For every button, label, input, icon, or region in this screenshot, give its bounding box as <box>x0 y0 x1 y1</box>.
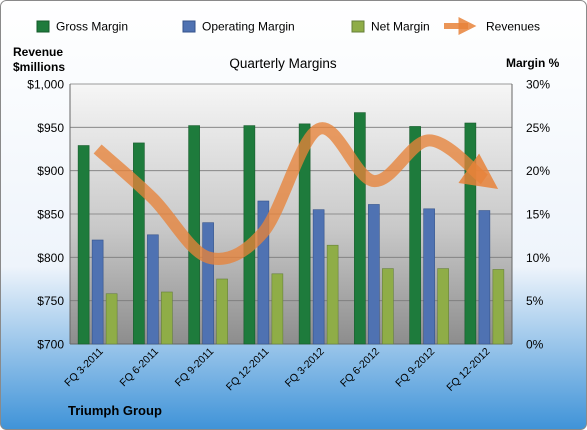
left-axis-ticks: $700 $750 $800 $850 $900 $950 $1,000 <box>27 78 64 352</box>
bar-gross-margin-fq-6-2012 <box>354 112 366 345</box>
bar-operating-margin-fq-12-2011 <box>257 200 270 345</box>
right-tick-label: 30% <box>526 78 550 92</box>
bar-gross-margin-fq-12-2012 <box>464 122 477 345</box>
legend-swatch-operating-margin <box>182 20 196 33</box>
left-tick-label: $1,000 <box>27 78 64 92</box>
bar-operating-margin-fq-3-2011 <box>91 239 104 345</box>
company-label: Triumph Group <box>68 403 162 418</box>
right-tick-label: 25% <box>526 121 550 135</box>
right-tick-label: 5% <box>526 294 544 308</box>
bar-net-margin-fq-12-2011 <box>271 273 284 345</box>
left-tick-label: $900 <box>37 164 64 178</box>
legend-label-operating-margin: Operating Margin <box>202 20 295 34</box>
legend-swatch-net-margin <box>351 20 365 33</box>
bar-gross-margin-fq-3-2011 <box>77 145 90 345</box>
left-axis-title-line2: $millions <box>13 60 65 74</box>
right-tick-label: 20% <box>526 164 550 178</box>
bar-gross-margin-fq-3-2012 <box>298 123 311 345</box>
bar-operating-margin-fq-9-2011 <box>202 222 214 345</box>
bar-net-margin-fq-12-2012 <box>492 269 505 345</box>
left-axis-title-line1: Revenue <box>13 45 63 59</box>
right-axis-ticks: 0% 5% 10% 15% 20% 25% 30% <box>526 78 550 352</box>
left-tick-label: $850 <box>37 208 64 222</box>
right-tick-label: 15% <box>526 208 550 222</box>
bar-operating-margin-fq-6-2011 <box>147 234 159 345</box>
bar-net-margin-fq-9-2011 <box>216 278 228 345</box>
right-tick-label: 10% <box>526 251 550 265</box>
revenue-series <box>93 122 499 265</box>
bar-gross-margin-fq-9-2012 <box>409 126 421 345</box>
left-tick-label: $800 <box>37 251 64 265</box>
left-tick-label: $750 <box>37 294 64 308</box>
bar-operating-margin-fq-6-2012 <box>368 204 380 345</box>
legend-swatch-gross-margin <box>36 20 50 33</box>
bar-net-margin-fq-9-2012 <box>437 268 449 345</box>
bar-net-margin-fq-6-2011 <box>161 291 173 345</box>
bar-gross-margin-fq-6-2011 <box>133 142 145 345</box>
legend: Gross Margin Operating Margin Net Margin… <box>36 17 540 35</box>
right-tick-label: 0% <box>526 338 544 352</box>
bar-operating-margin-fq-12-2012 <box>478 210 491 345</box>
chart-title: Quarterly Margins <box>229 56 337 71</box>
bar-series <box>77 112 505 345</box>
bar-net-margin-fq-3-2012 <box>326 244 339 345</box>
bar-operating-margin-fq-3-2012 <box>312 209 325 345</box>
revenue-line <box>93 122 499 265</box>
bar-net-margin-fq-3-2011 <box>105 293 118 345</box>
right-axis-title: Margin % <box>506 56 560 70</box>
legend-label-net-margin: Net Margin <box>371 20 430 34</box>
bar-operating-margin-fq-9-2012 <box>423 208 435 345</box>
bar-net-margin-fq-6-2012 <box>382 268 394 345</box>
left-tick-label: $950 <box>37 121 64 135</box>
left-tick-label: $700 <box>37 338 64 352</box>
legend-label-revenues: Revenues <box>486 20 540 34</box>
bar-gross-margin-fq-9-2011 <box>188 125 200 345</box>
legend-label-gross-margin: Gross Margin <box>56 20 128 34</box>
